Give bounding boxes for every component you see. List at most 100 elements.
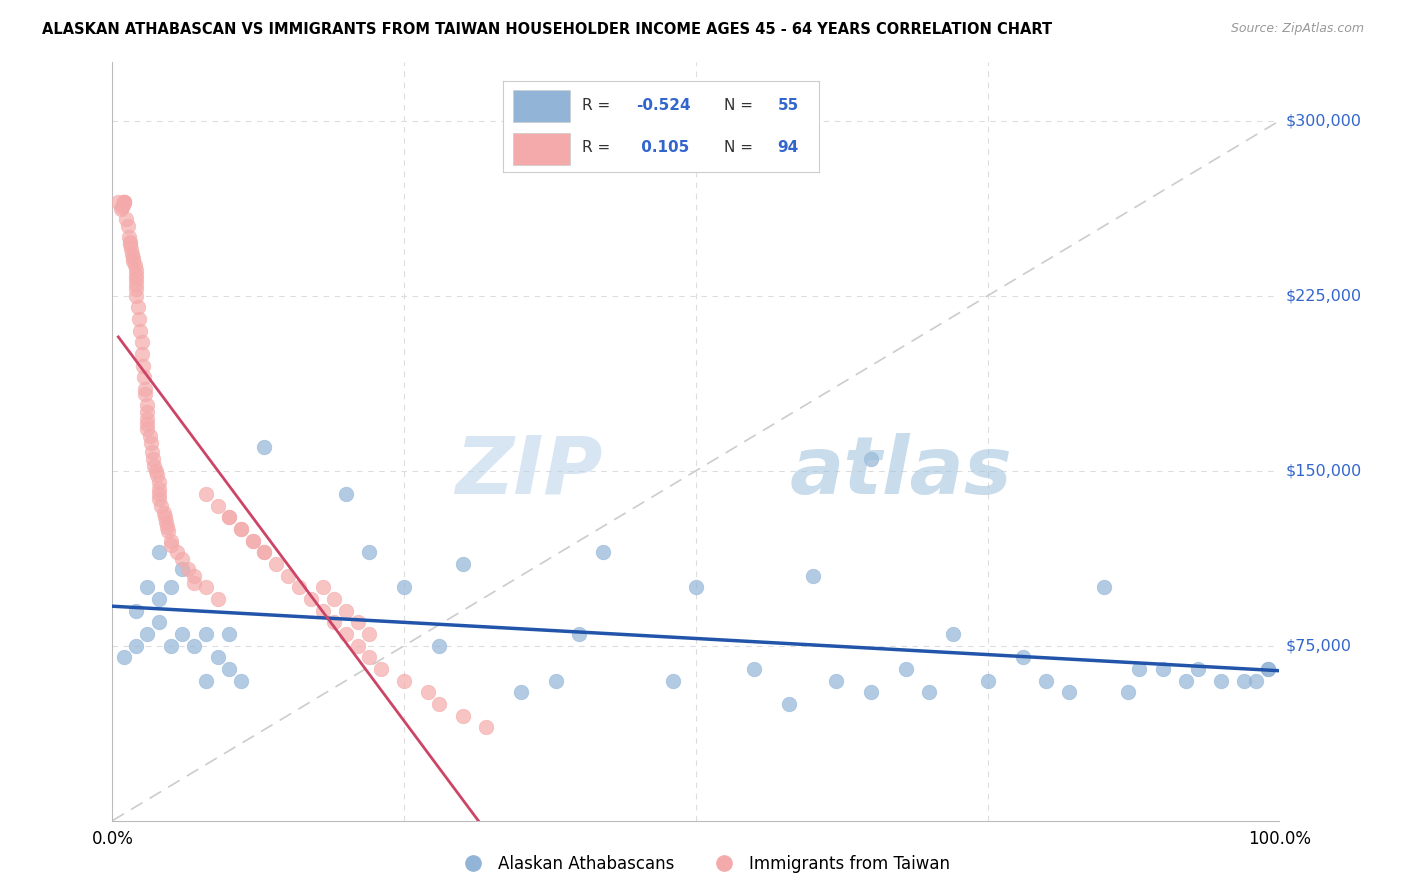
Point [125, 604, 148, 618]
Point [155, 515, 177, 529]
Point [1094, 580, 1116, 594]
Point [323, 592, 346, 607]
Point [145, 464, 167, 478]
Point [825, 673, 848, 688]
Point [172, 627, 194, 641]
Point [427, 697, 450, 711]
Point [139, 435, 162, 450]
Point [1152, 662, 1174, 676]
Point [253, 441, 276, 455]
Point [132, 359, 155, 373]
Legend: Alaskan Athabascans, Immigrants from Taiwan: Alaskan Athabascans, Immigrants from Tai… [450, 848, 956, 880]
Point [1187, 662, 1209, 676]
Point [146, 468, 169, 483]
Point [1233, 673, 1256, 688]
Point [125, 277, 148, 291]
Point [685, 580, 707, 594]
Point [139, 428, 162, 442]
Point [1059, 685, 1081, 699]
Point [112, 195, 135, 210]
Point [942, 627, 965, 641]
Point [125, 268, 148, 282]
Point [183, 639, 205, 653]
Point [131, 347, 153, 361]
Point [172, 552, 194, 566]
Point [125, 639, 148, 653]
Text: ZIP: ZIP [456, 433, 603, 511]
Point [1116, 685, 1139, 699]
Point [118, 230, 141, 244]
Point [475, 720, 498, 734]
Point [160, 639, 183, 653]
Point [860, 452, 883, 467]
Point [160, 580, 183, 594]
Text: atlas: atlas [789, 433, 1012, 511]
Point [592, 545, 614, 559]
Point [136, 405, 159, 419]
Point [160, 538, 183, 552]
Point [156, 519, 179, 533]
Point [1257, 662, 1279, 676]
Point [124, 259, 146, 273]
Point [111, 198, 134, 212]
Point [115, 211, 138, 226]
Point [229, 522, 252, 536]
Point [229, 522, 252, 536]
Point [335, 604, 357, 618]
Text: Source: ZipAtlas.com: Source: ZipAtlas.com [1230, 22, 1364, 36]
Point [264, 557, 287, 571]
Point [359, 627, 381, 641]
Point [451, 557, 474, 571]
Point [194, 487, 217, 501]
Point [346, 615, 368, 630]
Point [127, 301, 149, 315]
Point [1175, 673, 1198, 688]
Point [141, 445, 163, 459]
Point [112, 195, 135, 210]
Point [125, 272, 148, 286]
Point [229, 673, 252, 688]
Point [136, 412, 159, 426]
Point [112, 650, 135, 665]
Point [394, 580, 416, 594]
Text: $225,000: $225,000 [1285, 288, 1361, 303]
Point [918, 685, 941, 699]
Point [112, 195, 135, 210]
Point [359, 650, 381, 665]
Point [143, 458, 166, 473]
Point [142, 452, 165, 467]
Point [276, 568, 298, 582]
Point [107, 195, 129, 210]
Point [335, 627, 357, 641]
Point [131, 335, 153, 350]
Point [218, 627, 240, 641]
Point [860, 685, 883, 699]
Point [118, 237, 141, 252]
Point [194, 673, 217, 688]
Point [218, 510, 240, 524]
Point [661, 673, 683, 688]
Point [153, 510, 176, 524]
Point [894, 662, 917, 676]
Point [136, 580, 159, 594]
Point [160, 533, 183, 548]
Point [242, 533, 264, 548]
Point [134, 382, 156, 396]
Point [778, 697, 800, 711]
Point [172, 562, 194, 576]
Point [121, 246, 143, 260]
Point [311, 580, 333, 594]
Point [112, 195, 135, 210]
Point [323, 615, 346, 630]
Point [1209, 673, 1232, 688]
Point [125, 282, 148, 296]
Point [136, 398, 159, 412]
Point [183, 568, 205, 582]
Point [568, 627, 591, 641]
Point [134, 386, 156, 401]
Point [148, 475, 170, 490]
Point [157, 524, 180, 539]
Point [253, 545, 276, 559]
Point [288, 580, 311, 594]
Point [136, 417, 159, 431]
